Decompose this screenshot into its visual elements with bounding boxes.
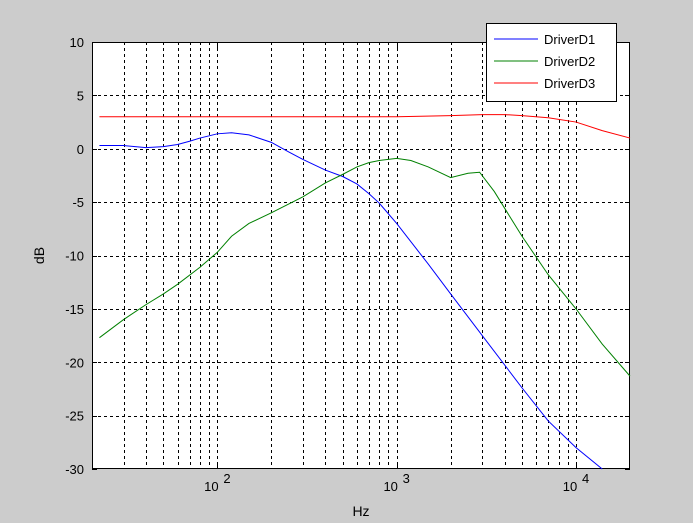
x-tick-label: 10 bbox=[563, 479, 577, 494]
legend-label-driverd3: DriverD3 bbox=[544, 76, 595, 91]
legend-label-driverd2: DriverD2 bbox=[544, 54, 595, 69]
y-tick-label: -25 bbox=[65, 409, 84, 424]
legend-label-driverd1: DriverD1 bbox=[544, 32, 595, 47]
axis-ticks: 10 5 0 -5 -10 -15 -20 -25 -30 10 2 10 3 10 4 bbox=[65, 35, 630, 494]
plot-area bbox=[92, 42, 630, 469]
series-line-driverd2 bbox=[99, 157, 631, 377]
y-tick-label: -5 bbox=[72, 195, 84, 210]
y-tick-label: -15 bbox=[65, 302, 84, 317]
x-tick-exponent: 4 bbox=[582, 471, 589, 486]
y-tick-label: 5 bbox=[77, 88, 84, 103]
series-line-driverd3 bbox=[99, 114, 631, 139]
plot-frame bbox=[92, 42, 630, 469]
x-axis-label: Hz bbox=[352, 503, 369, 519]
y-tick-label: 10 bbox=[70, 35, 84, 50]
y-tick-label: -20 bbox=[65, 355, 84, 370]
y-tick-label: -30 bbox=[65, 462, 84, 477]
grid bbox=[92, 42, 630, 469]
y-tick-label: -10 bbox=[65, 249, 84, 264]
legend: DriverD1 DriverD2 DriverD3 bbox=[486, 23, 617, 102]
series-lines bbox=[99, 114, 631, 470]
y-tick-label: 0 bbox=[77, 142, 84, 157]
legend-box bbox=[486, 23, 617, 102]
y-axis-label: dB bbox=[31, 247, 47, 264]
x-tick-label: 10 bbox=[204, 479, 218, 494]
x-tick-label: 10 bbox=[383, 479, 397, 494]
x-tick-exponent: 3 bbox=[403, 471, 410, 486]
x-tick-exponent: 2 bbox=[223, 471, 230, 486]
series-line-driverd1 bbox=[99, 132, 603, 470]
